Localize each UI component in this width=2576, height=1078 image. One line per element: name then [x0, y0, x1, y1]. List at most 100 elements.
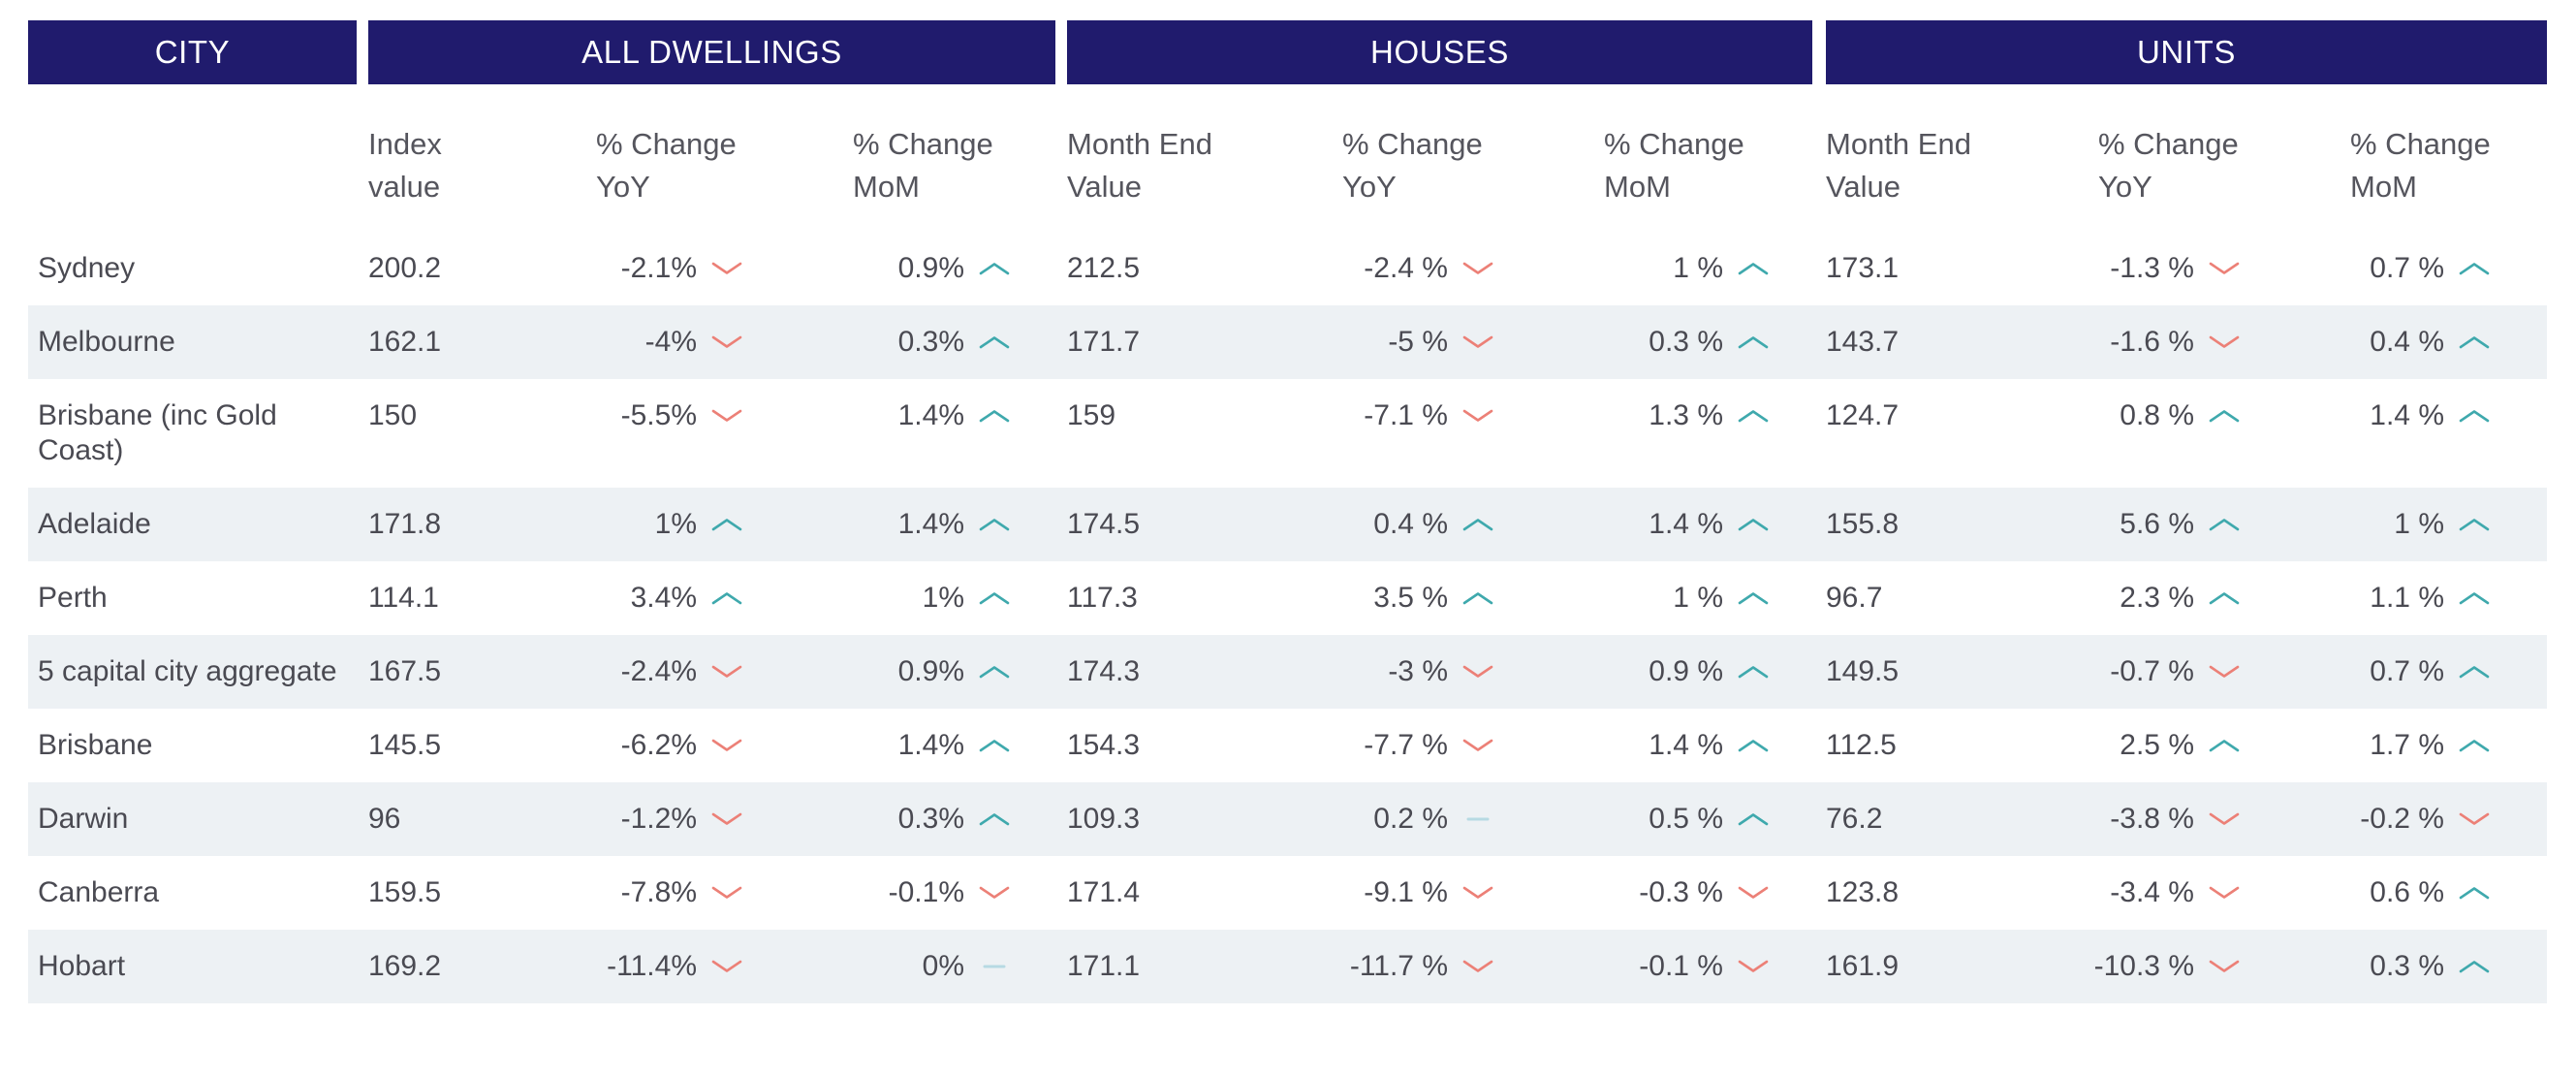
units-change-yoy-cell: -10.3 %	[2045, 949, 2297, 984]
trend-up-icon	[2458, 516, 2491, 533]
trend-down-icon	[1461, 663, 1494, 681]
city-cell: Melbourne	[38, 326, 175, 358]
houses-change-yoy-cell: -3 %	[1289, 654, 1551, 689]
housing-index-table: CITY ALL DWELLINGS HOUSES UNITS Index va…	[28, 20, 2547, 1003]
table-row: Perth 114.1 3.4% 1% 117.3 3.5 % 1 % 96.7…	[28, 561, 2547, 635]
houses-month-end-value-cell: 171.4	[1067, 876, 1141, 908]
dwellings-change-yoy-cell: -6.2%	[543, 728, 800, 763]
trend-up-icon	[978, 407, 1011, 425]
trend-up-icon	[1461, 516, 1494, 533]
houses-month-end-value-cell: 212.5	[1067, 252, 1141, 284]
dwellings-change-mom-cell: 1.4%	[800, 398, 1067, 433]
houses-change-mom-cell: 1 %	[1551, 251, 1826, 286]
trend-up-icon	[1461, 589, 1494, 607]
units-change-mom-cell: 1 %	[2297, 507, 2547, 542]
units-change-yoy-cell: -3.8 %	[2045, 802, 2297, 837]
dwellings-index-value-cell: 200.2	[368, 252, 442, 284]
trend-down-icon	[710, 737, 743, 754]
trend-up-icon	[1737, 407, 1770, 425]
trend-up-icon	[978, 737, 1011, 754]
trend-up-icon	[978, 333, 1011, 351]
trend-up-icon	[2208, 407, 2241, 425]
dwellings-index-value-cell: 114.1	[368, 582, 439, 614]
trend-down-icon	[2208, 333, 2241, 351]
houses-month-end-value-cell: 174.5	[1067, 508, 1141, 540]
city-cell: 5 capital city aggregate	[38, 655, 337, 687]
dwellings-change-yoy-cell: -4%	[543, 325, 800, 360]
houses-change-mom-cell: -0.1 %	[1551, 949, 1826, 984]
trend-up-icon	[1737, 663, 1770, 681]
column-header-houses-month-end-value: Month End Value	[1067, 127, 1212, 204]
trend-down-icon	[710, 884, 743, 902]
trend-up-icon	[2458, 407, 2491, 425]
units-change-yoy-cell: 5.6 %	[2045, 507, 2297, 542]
column-header-dwellings-change-mom: % Change MoM	[853, 127, 993, 204]
houses-month-end-value-cell: 154.3	[1067, 729, 1141, 761]
dwellings-index-value-cell: 162.1	[368, 326, 442, 358]
column-header-units-change-yoy: % Change YoY	[2098, 127, 2239, 204]
units-change-yoy-cell: 0.8 %	[2045, 398, 2297, 433]
column-header-dwellings-change-yoy: % Change YoY	[596, 127, 737, 204]
trend-up-icon	[978, 810, 1011, 828]
units-change-yoy-cell: -1.6 %	[2045, 325, 2297, 360]
houses-change-mom-cell: 0.5 %	[1551, 802, 1826, 837]
table-row: Brisbane (inc Gold Coast) 150 -5.5% 1.4%…	[28, 379, 2547, 488]
city-cell: Adelaide	[38, 508, 151, 540]
dwellings-index-value-cell: 150	[368, 399, 418, 431]
units-change-mom-cell: 1.1 %	[2297, 581, 2547, 616]
trend-up-icon	[2458, 958, 2491, 975]
table-row: Sydney 200.2 -2.1% 0.9% 212.5 -2.4 % 1 %…	[28, 232, 2547, 305]
dwellings-change-yoy-cell: 1%	[543, 507, 800, 542]
units-month-end-value-cell: 161.9	[1826, 950, 1900, 982]
units-change-mom-cell: -0.2 %	[2297, 802, 2547, 837]
dwellings-change-yoy-cell: -5.5%	[543, 398, 800, 433]
units-month-end-value-cell: 96.7	[1826, 582, 1883, 614]
table-row: Hobart 169.2 -11.4% 0% 171.1 -11.7 % -0.…	[28, 930, 2547, 1003]
houses-change-yoy-cell: -7.7 %	[1289, 728, 1551, 763]
units-change-mom-cell: 0.3 %	[2297, 949, 2547, 984]
units-month-end-value-cell: 149.5	[1826, 655, 1900, 687]
table-row: Canberra 159.5 -7.8% -0.1% 171.4 -9.1 % …	[28, 856, 2547, 930]
trend-up-icon	[2458, 737, 2491, 754]
trend-up-icon	[1737, 810, 1770, 828]
column-header-row: Index value % Change YoY % Change MoM Mo…	[28, 84, 2547, 232]
group-header-row: CITY ALL DWELLINGS HOUSES UNITS	[28, 20, 2547, 84]
trend-down-icon	[2208, 663, 2241, 681]
trend-down-icon	[710, 958, 743, 975]
trend-down-icon	[710, 407, 743, 425]
dwellings-change-mom-cell: 1%	[800, 581, 1067, 616]
units-change-yoy-cell: 2.5 %	[2045, 728, 2297, 763]
units-change-mom-cell: 0.6 %	[2297, 875, 2547, 910]
houses-change-mom-cell: 1.4 %	[1551, 507, 1826, 542]
table-row: 5 capital city aggregate 167.5 -2.4% 0.9…	[28, 635, 2547, 709]
trend-up-icon	[2208, 516, 2241, 533]
column-header-units-month-end-value: Month End Value	[1826, 127, 1971, 204]
trend-up-icon	[1737, 589, 1770, 607]
units-change-yoy-cell: -0.7 %	[2045, 654, 2297, 689]
trend-down-icon	[710, 260, 743, 277]
group-header-units: UNITS	[1826, 20, 2547, 84]
dwellings-index-value-cell: 167.5	[368, 655, 442, 687]
trend-up-icon	[978, 260, 1011, 277]
dwellings-change-mom-cell: 1.4%	[800, 728, 1067, 763]
trend-down-icon	[2208, 260, 2241, 277]
houses-change-mom-cell: 0.3 %	[1551, 325, 1826, 360]
houses-change-mom-cell: 1.4 %	[1551, 728, 1826, 763]
houses-month-end-value-cell: 159	[1067, 399, 1116, 431]
city-cell: Perth	[38, 582, 108, 614]
trend-up-icon	[2208, 589, 2241, 607]
trend-flat-icon	[978, 958, 1011, 975]
units-month-end-value-cell: 76.2	[1826, 803, 1883, 835]
dwellings-change-mom-cell: -0.1%	[800, 875, 1067, 910]
trend-up-icon	[710, 589, 743, 607]
trend-up-icon	[710, 516, 743, 533]
trend-down-icon	[1461, 884, 1494, 902]
city-cell: Darwin	[38, 803, 129, 835]
houses-change-yoy-cell: -7.1 %	[1289, 398, 1551, 433]
dwellings-change-yoy-cell: 3.4%	[543, 581, 800, 616]
houses-month-end-value-cell: 109.3	[1067, 803, 1141, 835]
units-change-yoy-cell: -3.4 %	[2045, 875, 2297, 910]
group-header-houses: HOUSES	[1067, 20, 1826, 84]
units-month-end-value-cell: 155.8	[1826, 508, 1900, 540]
units-change-mom-cell: 1.4 %	[2297, 398, 2547, 433]
